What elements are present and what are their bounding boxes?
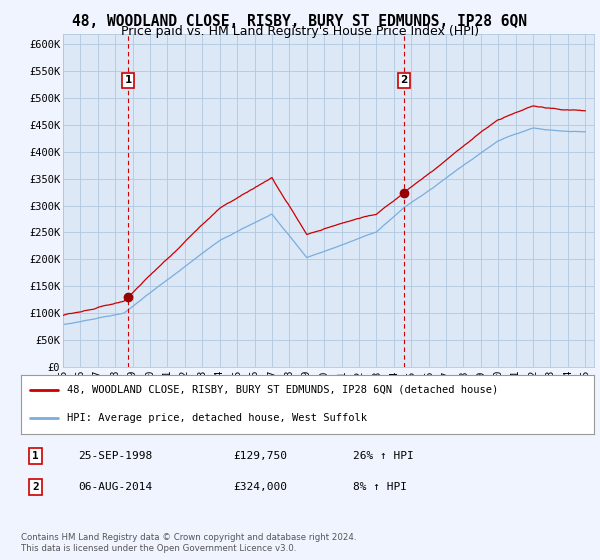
Text: 26% ↑ HPI: 26% ↑ HPI bbox=[353, 451, 414, 461]
Text: 1: 1 bbox=[32, 451, 39, 461]
Text: 48, WOODLAND CLOSE, RISBY, BURY ST EDMUNDS, IP28 6QN: 48, WOODLAND CLOSE, RISBY, BURY ST EDMUN… bbox=[73, 14, 527, 29]
Text: HPI: Average price, detached house, West Suffolk: HPI: Average price, detached house, West… bbox=[67, 413, 367, 423]
Text: 48, WOODLAND CLOSE, RISBY, BURY ST EDMUNDS, IP28 6QN (detached house): 48, WOODLAND CLOSE, RISBY, BURY ST EDMUN… bbox=[67, 385, 498, 395]
Text: 2: 2 bbox=[400, 75, 407, 85]
Text: Price paid vs. HM Land Registry's House Price Index (HPI): Price paid vs. HM Land Registry's House … bbox=[121, 25, 479, 38]
Text: 06-AUG-2014: 06-AUG-2014 bbox=[79, 482, 152, 492]
Text: £324,000: £324,000 bbox=[233, 482, 287, 492]
Text: 1: 1 bbox=[124, 75, 131, 85]
Text: 25-SEP-1998: 25-SEP-1998 bbox=[79, 451, 152, 461]
Text: 8% ↑ HPI: 8% ↑ HPI bbox=[353, 482, 407, 492]
Text: 2: 2 bbox=[32, 482, 39, 492]
Text: £129,750: £129,750 bbox=[233, 451, 287, 461]
Text: Contains HM Land Registry data © Crown copyright and database right 2024.
This d: Contains HM Land Registry data © Crown c… bbox=[21, 533, 356, 553]
